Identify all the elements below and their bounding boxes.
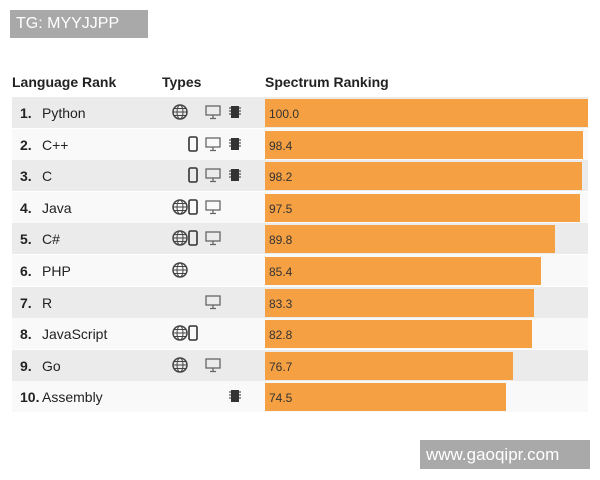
bar: 100.0 [265,99,588,127]
embedded-icon [227,136,243,152]
table-row: 9. Go 76.7 [12,349,588,381]
bar-value-label: 100.0 [269,107,300,121]
table-row: 3. C 98.2 [12,160,588,192]
table-row: 8. JavaScript 82.8 [12,318,588,350]
rank-number: 9. [20,357,32,374]
desktop-icon [205,230,221,246]
web-icon [172,262,188,278]
rank-number: 10. [20,389,40,406]
language-name: Go [42,357,61,374]
language-name: C# [42,231,60,248]
table-row: 4. Java 97.5 [12,191,588,223]
language-name: PHP [42,263,71,279]
header-rank: Language Rank [12,74,117,90]
watermark-top: TG: MYYJJPP [10,10,148,38]
mobile-icon [185,198,201,215]
rank-number: 8. [20,326,32,343]
rank-number: 2. [20,136,32,153]
language-name: R [42,294,53,311]
table-row: 1. Python 100.0 [12,97,588,128]
desktop-icon [205,294,221,310]
bar-value-label: 97.5 [269,201,293,216]
bar-value-label: 98.4 [269,138,293,153]
desktop-icon [205,104,221,120]
rank-number: 7. [20,294,32,311]
bar: 74.5 [265,383,506,412]
embedded-icon [227,167,243,183]
bar: 82.8 [265,320,533,349]
bar-value-label: 98.2 [269,170,293,185]
embedded-icon [227,104,243,120]
rank-number: 3. [20,168,32,185]
bar: 85.4 [265,257,541,285]
table-row: 5. C# 89.8 [12,223,588,255]
bar: 97.5 [265,193,580,222]
rank-number: 6. [20,263,32,279]
bar-value-label: 85.4 [269,265,293,279]
table-row: 2. C++ 98.4 [12,128,588,160]
table-row: 10. Assembly 74.5 [12,381,588,413]
bar: 83.3 [265,288,535,317]
header-types: Types [162,74,202,90]
web-icon [172,199,188,215]
bar-value-label: 76.7 [269,359,293,374]
language-name: JavaScript [42,326,108,343]
mobile-icon [185,230,201,247]
bar: 76.7 [265,351,513,380]
language-name: Assembly [42,389,103,406]
rank-number: 1. [20,105,32,121]
table-row: 6. PHP 85.4 [12,255,588,286]
rank-number: 5. [20,231,32,248]
bar-value-label: 82.8 [269,328,293,343]
web-icon [172,104,188,120]
web-icon [172,325,188,341]
desktop-icon [205,167,221,183]
language-name: C++ [42,136,69,153]
desktop-icon [205,199,221,215]
bar: 98.4 [265,130,583,159]
watermark-bottom: www.gaoqipr.com [420,440,590,469]
bar-value-label: 89.8 [269,233,293,248]
web-icon [172,357,188,373]
rank-number: 4. [20,199,32,216]
mobile-icon [185,167,201,183]
desktop-icon [205,357,221,373]
web-icon [172,230,188,247]
embedded-icon [227,388,243,404]
bar: 89.8 [265,225,556,254]
language-name: Python [42,105,86,121]
mobile-icon [185,325,201,341]
table-row: 7. R 83.3 [12,286,588,318]
language-name: C [42,168,53,185]
bar-value-label: 74.5 [269,391,293,406]
header-ranking: Spectrum Ranking [265,74,389,90]
bar: 98.2 [265,162,583,191]
language-name: Java [42,199,72,216]
mobile-icon [185,135,201,152]
bar-value-label: 83.3 [269,296,293,311]
desktop-icon [205,136,221,152]
